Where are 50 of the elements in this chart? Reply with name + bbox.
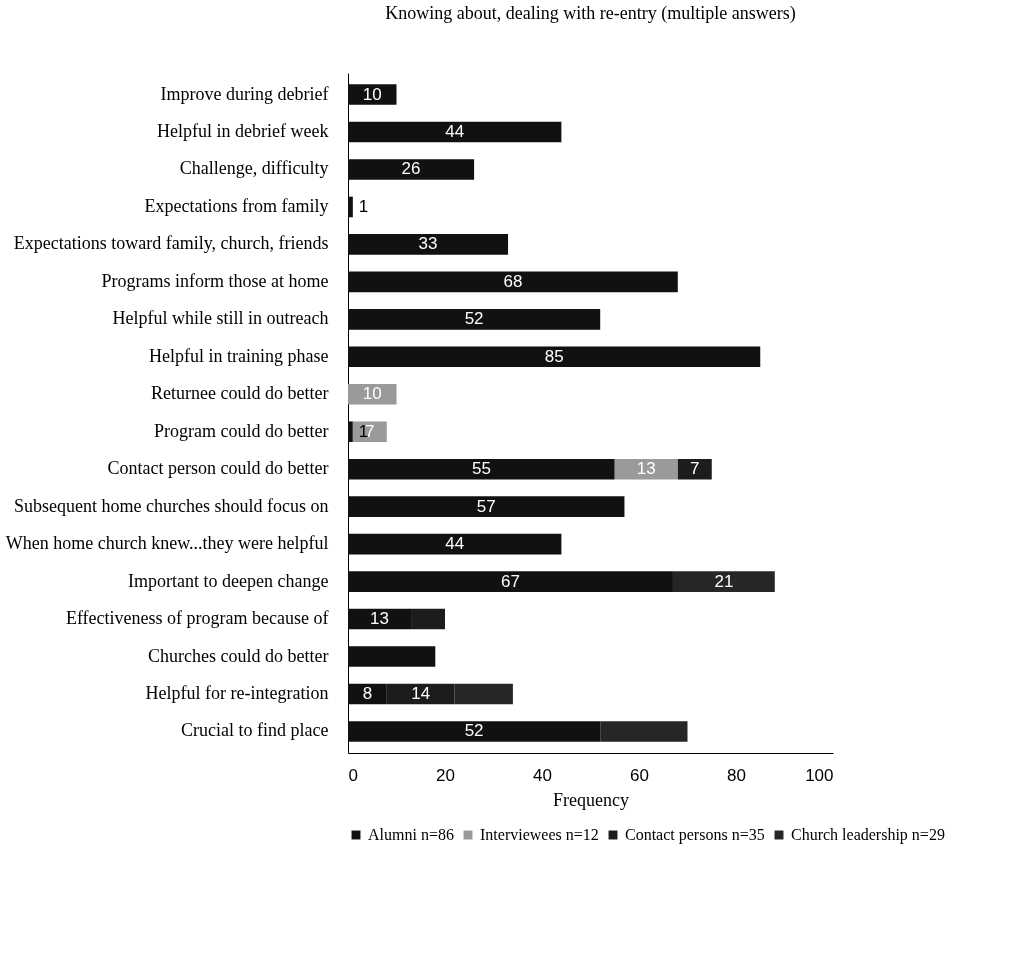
data-label: 57 [476, 496, 496, 516]
x-tick-label: 100 [805, 765, 834, 785]
y-tick-label: When home church knew...they were helpful [5, 533, 329, 554]
y-tick-label: Programs inform those at home [101, 270, 329, 291]
y-tick-label: Challenge, difficulty [179, 158, 329, 179]
y-tick-label: Subsequent home churches should focus on [14, 495, 329, 516]
y-tick-label: Helpful in training phase [149, 345, 329, 366]
legend-label: Interviewees n=12 [480, 826, 599, 843]
data-label: 7 [690, 459, 700, 479]
y-tick-label: Expectations toward family, church, friends [13, 233, 329, 254]
y-tick-label: Returnee could do better [151, 383, 329, 404]
data-label: 10 [362, 84, 382, 104]
x-tick-label: 20 [436, 765, 455, 785]
y-tick-label: Effectiveness of program because of [65, 608, 329, 629]
x-tick-label: 60 [630, 765, 649, 785]
x-tick-label: 0 [348, 765, 358, 785]
data-label: 44 [445, 122, 465, 142]
y-tick-label: Expectations from family [144, 195, 329, 216]
y-tick-label: Crucial to find place [181, 720, 329, 741]
y-tick-label: Contact person could do better [107, 458, 329, 479]
x-tick-label: 40 [533, 765, 552, 785]
data-label: 52 [464, 309, 484, 329]
y-tick-label: Helpful while still in outreach [112, 308, 329, 329]
x-axis-title: Frequency [553, 789, 629, 810]
y-tick-label: Important to deepen change [128, 570, 329, 591]
x-tick-label: 80 [727, 765, 746, 785]
chart-title: Knowing about, dealing with re-entry (multiple answers) [385, 3, 796, 24]
data-label: 85 [544, 346, 564, 366]
data-label: 26 [401, 159, 421, 179]
data-label: 67 [501, 571, 520, 591]
y-tick-label: Churches could do better [148, 645, 329, 666]
data-label: 1 [358, 196, 369, 216]
legend-label: Church leadership n=29 [791, 826, 945, 844]
data-label: 68 [503, 271, 523, 291]
data-label: 8 [362, 683, 373, 703]
legend-label: Alumni n=86 [368, 826, 454, 843]
data-label: 52 [464, 721, 484, 741]
data-label: 13 [636, 459, 656, 479]
y-tick-label: Program could do better [154, 420, 329, 441]
data-label: 14 [411, 683, 431, 703]
data-label: 44 [445, 534, 465, 554]
data-label: 10 [362, 384, 382, 404]
y-tick-label: Helpful in debrief week [157, 121, 329, 142]
legend-label: Contact persons n=35 [625, 826, 765, 844]
data-label: 55 [471, 459, 491, 479]
y-tick-label: Improve during debrief [160, 83, 329, 104]
data-label: 13 [370, 609, 389, 629]
y-tick-label: Helpful for re-integration [145, 682, 329, 703]
data-label: 33 [418, 234, 438, 254]
data-label: 21 [714, 571, 734, 591]
